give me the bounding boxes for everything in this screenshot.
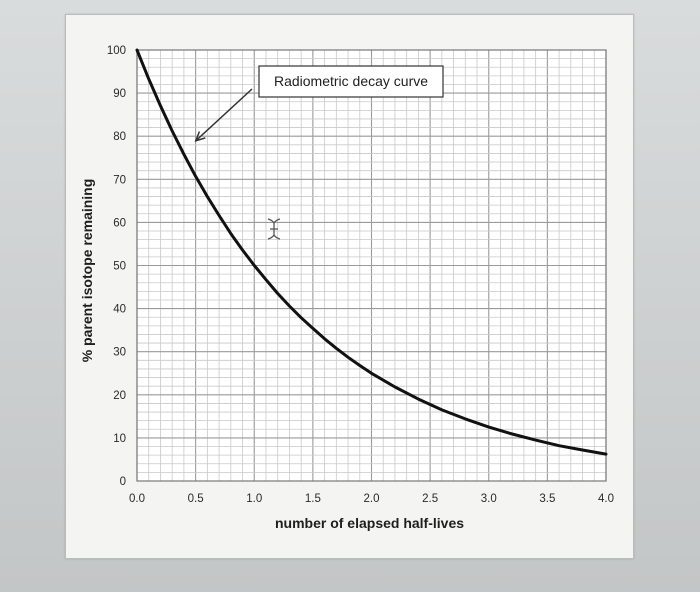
y-axis-ticks: 0 10 20 30 40 50 60 70 80 90 100 [107, 45, 126, 488]
callout-arrowhead [194, 131, 206, 142]
x-tick-label: 3.5 [539, 493, 555, 505]
x-tick-label: 3.0 [481, 493, 497, 505]
text-cursor-icon [267, 218, 281, 240]
callout-box [258, 65, 444, 98]
y-tick-label: 20 [113, 390, 126, 402]
x-tick-label: 0.5 [188, 493, 204, 505]
x-axis-title: number of elapsed half-lives [275, 515, 464, 531]
y-tick-label: 10 [113, 433, 126, 445]
y-tick-label: 60 [113, 217, 126, 229]
x-tick-label: 1.5 [305, 493, 321, 505]
callout-label: Radiometric decay curve [274, 73, 428, 89]
x-tick-label: 1.0 [246, 493, 262, 505]
y-tick-label: 30 [113, 347, 126, 359]
grid [136, 49, 607, 482]
x-tick-label: 4.0 [598, 493, 614, 505]
y-axis-title: % parent isotope remaining [79, 179, 95, 363]
plot-border [136, 49, 607, 482]
x-axis-ticks: 0.0 0.5 1.0 1.5 2.0 2.5 3.0 3.5 4.0 [129, 493, 614, 505]
y-tick-label: 70 [113, 174, 126, 186]
y-tick-label: 90 [113, 88, 126, 100]
y-tick-label: 80 [113, 131, 126, 143]
x-tick-label: 2.0 [364, 493, 380, 505]
x-tick-label: 0.0 [129, 493, 145, 505]
y-tick-label: 50 [113, 261, 126, 273]
y-tick-label: 40 [113, 304, 126, 316]
decay-curve-line [135, 48, 608, 456]
y-tick-label: 0 [120, 476, 126, 488]
callout-arrow [195, 88, 253, 142]
x-tick-label: 2.5 [422, 493, 438, 505]
y-tick-label: 100 [107, 45, 126, 57]
